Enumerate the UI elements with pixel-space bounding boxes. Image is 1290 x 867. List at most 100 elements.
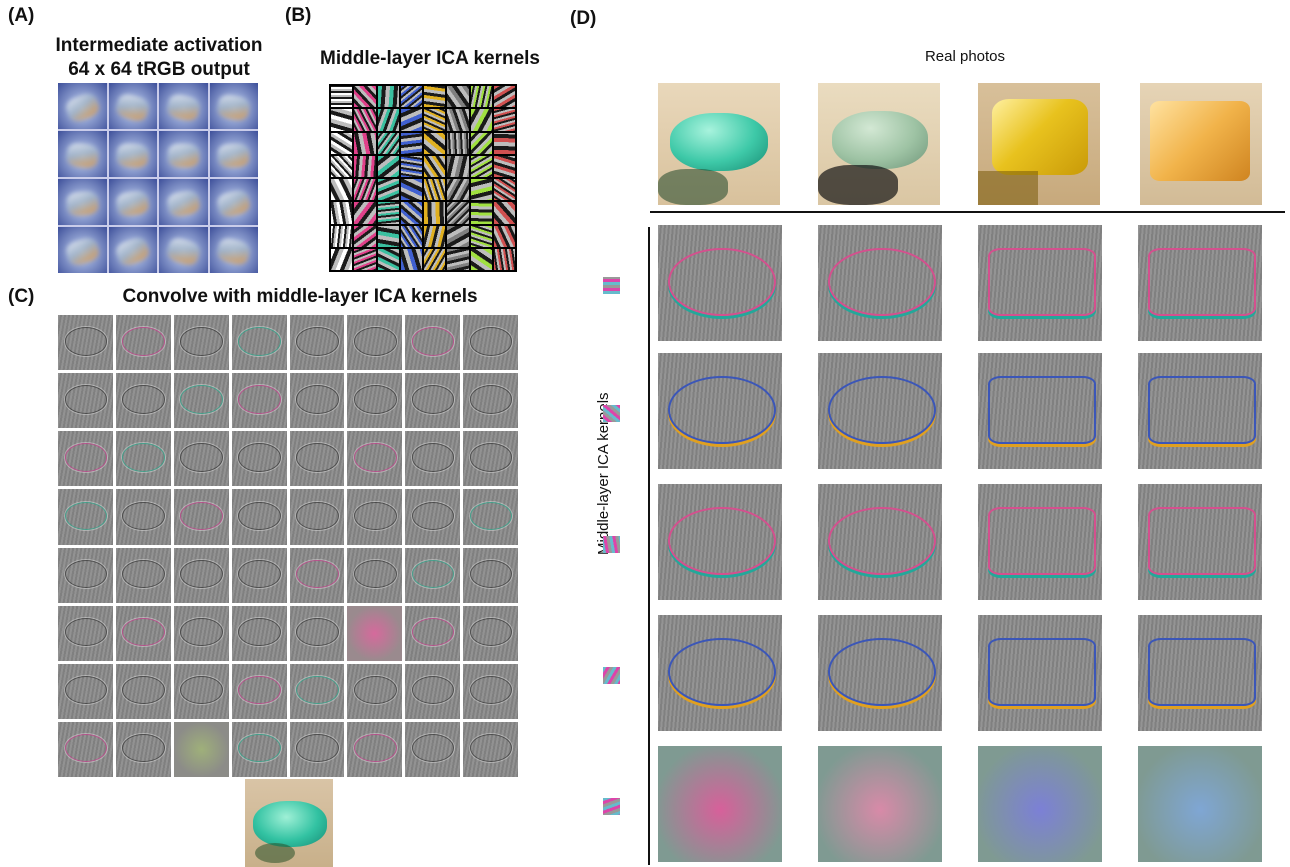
convolution-response <box>58 489 113 545</box>
activation-thumbnail <box>159 131 208 177</box>
ica-kernel-tile <box>354 155 376 177</box>
feature-map <box>1138 615 1262 731</box>
convolution-response <box>347 315 403 371</box>
convolution-response <box>289 663 345 719</box>
feature-map <box>1138 746 1262 862</box>
soap-edge-outline <box>238 675 281 705</box>
feature-map <box>658 484 782 600</box>
soap-edge-outline <box>180 443 223 472</box>
feature-map <box>818 484 942 600</box>
convolution-response <box>347 663 403 719</box>
convolution-response <box>115 489 171 545</box>
soap-edge-outline <box>667 638 777 706</box>
convolution-response <box>231 605 287 661</box>
activation-thumbnail <box>209 83 258 129</box>
soap-edge-outline <box>64 501 108 530</box>
soap-edge-outline <box>411 617 455 647</box>
soap-edge-outline <box>411 385 455 414</box>
ica-kernel-tile <box>447 179 469 201</box>
soap-edge-outline <box>1147 507 1257 575</box>
soap-edge-outline <box>353 559 397 589</box>
convolution-response <box>347 605 403 661</box>
panel-a-title-line1: Intermediate activation <box>55 35 263 56</box>
soap-edge-outline <box>353 734 397 763</box>
ica-kernel-tile <box>493 109 515 131</box>
ica-kernel-tile <box>354 248 376 270</box>
activation-thumbnail <box>58 179 107 225</box>
activation-blob <box>164 235 202 268</box>
feature-map <box>978 353 1102 469</box>
feature-map <box>818 746 942 862</box>
photo-sage-soap <box>818 83 940 205</box>
ica-kernel-tile <box>470 155 492 177</box>
ica-kernel-tile <box>400 202 422 224</box>
activation-thumbnail <box>159 227 208 273</box>
ica-kernel-tile <box>331 179 353 201</box>
real-photos-label: Real photos <box>924 48 1006 65</box>
convolution-response <box>115 721 171 777</box>
convolution-response <box>173 431 229 487</box>
activation-blob <box>65 141 100 169</box>
convolution-response <box>347 373 403 429</box>
activation-blob <box>63 91 101 124</box>
soap-edge-outline <box>827 248 937 316</box>
soap-edge-outline <box>411 675 455 705</box>
soap-edge-outline <box>122 327 166 356</box>
convolution-response <box>115 605 171 661</box>
convolution-response <box>58 373 113 429</box>
activation-thumbnail <box>159 83 208 129</box>
soap-edge-outline <box>180 559 223 589</box>
convolution-response <box>405 373 461 429</box>
convolution-response <box>405 663 461 719</box>
ica-kernel-tile <box>354 225 376 247</box>
convolution-response <box>173 315 229 371</box>
ica-kernel-tile <box>424 179 446 201</box>
ica-kernel-thumbnail <box>603 536 620 553</box>
convolution-response <box>115 315 171 371</box>
convolution-response <box>173 373 229 429</box>
convolution-response <box>463 547 518 603</box>
soap-edge-outline <box>296 385 339 414</box>
convolution-response <box>173 605 229 661</box>
soap-edge-outline <box>296 559 339 589</box>
soap-edge-outline <box>987 376 1097 444</box>
soap-edge-outline <box>122 385 166 414</box>
soap-edge-outline <box>296 501 339 530</box>
soap-edge-outline <box>64 559 108 589</box>
soap-edge-outline <box>122 443 166 472</box>
ica-kernel-tile <box>377 109 399 131</box>
activation-grid <box>58 83 258 273</box>
ica-kernel-tile <box>377 248 399 270</box>
soap-edge-outline <box>180 501 223 530</box>
soap-edge-outline <box>238 501 281 530</box>
ica-kernel-tile <box>354 132 376 154</box>
convolution-response <box>463 721 518 777</box>
soap-edge-outline <box>353 443 397 472</box>
activation-blob <box>167 143 200 168</box>
ica-kernel-tile <box>447 248 469 270</box>
convolution-response <box>463 663 518 719</box>
soap-edge-outline <box>238 385 281 414</box>
feature-map <box>1138 225 1262 341</box>
panel-b-label: (B) <box>285 5 312 26</box>
convolution-response <box>289 431 345 487</box>
soap-edge-outline <box>987 507 1097 575</box>
ica-kernel-tile <box>400 86 422 108</box>
convolution-response <box>289 489 345 545</box>
ica-kernel-tile <box>400 109 422 131</box>
soap-edge-outline <box>827 638 937 706</box>
convolution-response <box>463 605 518 661</box>
convolution-response <box>405 315 461 371</box>
soap-edge-outline <box>296 327 339 356</box>
input-soap-photo <box>245 779 333 867</box>
convolution-response <box>405 431 461 487</box>
soap-edge-outline <box>180 675 223 705</box>
convolution-grid <box>58 315 518 777</box>
ica-kernel-tile <box>377 225 399 247</box>
soap-edge-outline <box>238 559 281 589</box>
soap-edge-outline <box>1147 376 1257 444</box>
soap-edge-outline <box>238 617 281 647</box>
convolution-response <box>231 547 287 603</box>
convolution-response <box>347 547 403 603</box>
ica-kernel-tile <box>470 202 492 224</box>
